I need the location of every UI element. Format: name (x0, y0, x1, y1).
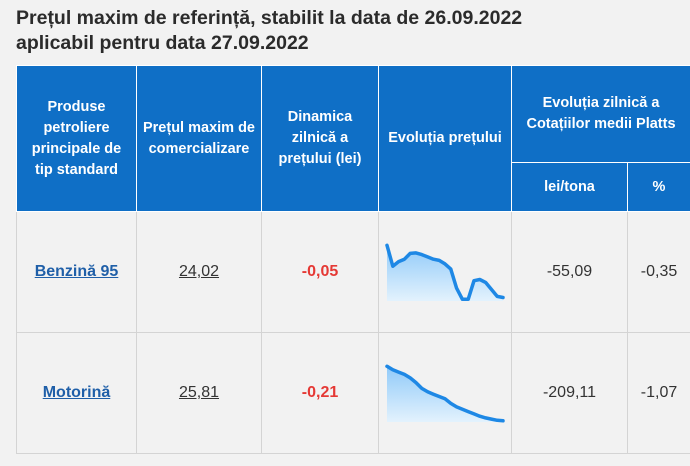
daily-dynamic-value: -0,05 (301, 263, 339, 280)
platts-lei-value: -209,11 (542, 384, 597, 401)
max-price-value[interactable]: 25,81 (178, 384, 220, 401)
price-cell: 25,81 (136, 332, 262, 454)
platts-pct-cell: -1,07 (626, 332, 690, 454)
dynamic-cell: -0,05 (261, 211, 379, 333)
product-cell: Benzină 95 (16, 211, 137, 333)
header-percent: % (626, 162, 690, 212)
header-lei-tona: lei/tona (511, 162, 628, 212)
sparkline-area (387, 245, 503, 301)
platts-lei-value: -55,09 (546, 263, 593, 280)
max-price-value[interactable]: 24,02 (178, 263, 220, 280)
price-evolution-sparkline (385, 243, 505, 302)
header-products: Produse petroliere principale de tip sta… (16, 65, 137, 212)
title-line-1: Prețul maxim de referință, stabilit la d… (16, 7, 523, 29)
platts-pct-value: -1,07 (640, 384, 678, 401)
price-cell: 24,02 (136, 211, 262, 333)
product-link-benzina-95[interactable]: Benzină 95 (34, 263, 119, 280)
header-row: Produse petroliere principale de tip sta… (16, 65, 690, 212)
platts-lei-cell: -55,09 (511, 211, 628, 333)
price-table: Produse petroliere principale de tip sta… (16, 65, 690, 454)
product-cell: Motorină (16, 332, 137, 454)
product-link-motorina[interactable]: Motorină (42, 384, 111, 401)
daily-dynamic-value: -0,21 (301, 384, 339, 401)
platts-lei-cell: -209,11 (511, 332, 628, 454)
title-line-2: aplicabil pentru data 27.09.2022 (16, 32, 309, 54)
sparkline-line (385, 243, 505, 302)
sparkline-area (387, 366, 503, 422)
header-max-price: Prețul maxim de comercializare (136, 65, 262, 212)
platts-pct-cell: -0,35 (626, 211, 690, 333)
price-evolution-sparkline (385, 364, 505, 423)
dynamic-cell: -0,21 (261, 332, 379, 454)
sparkline-line (385, 364, 505, 423)
page-title: Prețul maxim de referință, stabilit la d… (16, 6, 676, 56)
table-row-motorina: Motorină 25,81 -0,21 -209,11 -1,07 (16, 332, 690, 454)
table-row-benzina: Benzină 95 24,02 -0,05 -55,09 -0,35 (16, 211, 690, 333)
evolution-cell (378, 211, 512, 333)
header-platts: Evoluția zilnică a Cotațiilor medii Plat… (510, 65, 690, 163)
header-dynamics: Dinamica zilnică a prețului (lei) (261, 65, 379, 212)
evolution-cell (378, 332, 512, 454)
header-evolution: Evoluția prețului (378, 65, 512, 212)
platts-pct-value: -0,35 (640, 263, 678, 280)
